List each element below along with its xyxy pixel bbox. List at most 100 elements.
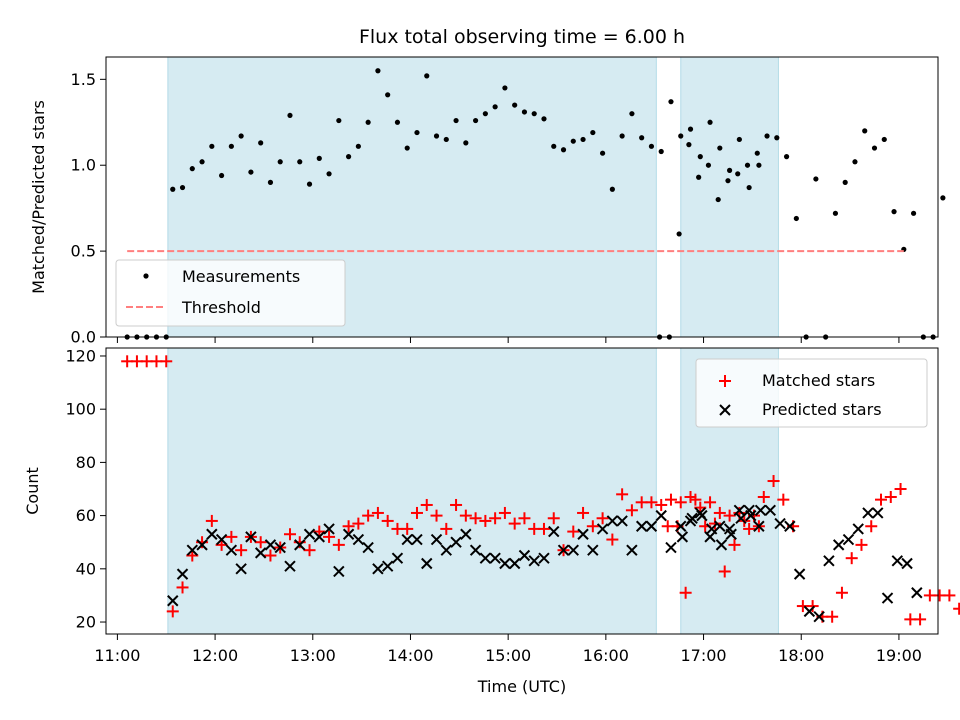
predicted-stars-point (528, 555, 540, 567)
matched-stars-point (708, 517, 721, 530)
measurement-point (170, 186, 176, 192)
predicted-stars-point (745, 509, 757, 522)
matched-stars-point (352, 517, 365, 530)
predicted-stars-point (313, 531, 325, 543)
matched-stars-point (723, 509, 736, 522)
matched-stars-point (855, 538, 868, 551)
measurement-point (707, 119, 713, 125)
measurement-point (717, 145, 723, 151)
top-chart-title: Flux total observing time = 6.00 h (359, 26, 685, 48)
measurement-point (482, 111, 488, 117)
measurement-point (219, 172, 225, 179)
predicted-stars-point (557, 544, 570, 556)
matched-stars-point (586, 520, 599, 533)
bot-y-tick-label: 100 (65, 400, 96, 419)
predicted-stars-point (430, 533, 443, 546)
measurement-point (726, 167, 733, 173)
predicted-stars-point (215, 533, 228, 546)
predicted-stars-point (479, 552, 492, 564)
matched-stars-point (420, 498, 433, 511)
measurement-point (686, 142, 692, 148)
measurement-point (267, 179, 274, 185)
predicted-stars-point (538, 552, 550, 564)
bot-shaded-interval-1 (167, 347, 657, 635)
predicted-stars-point (518, 549, 531, 562)
matched-stars-point (655, 498, 668, 511)
matched-stars-point (225, 530, 238, 543)
matched-stars-point (757, 490, 770, 503)
predicted-stars-point (567, 544, 579, 556)
measurement-point (599, 150, 606, 156)
predicted-stars-point (735, 512, 747, 524)
predicted-stars-point (774, 517, 786, 530)
matched-stars-point (664, 493, 677, 506)
predicted-stars-point (460, 528, 472, 540)
bot-y-tick-label: 40 (76, 559, 96, 578)
predicted-stars-point (813, 610, 825, 623)
measurement-point (910, 210, 917, 216)
measurement-point (813, 176, 819, 182)
bottom-y-axis-label: Count (23, 467, 42, 515)
matched-stars-point (884, 490, 897, 503)
predicted-stars-point (587, 544, 599, 556)
measurement-point (697, 154, 703, 160)
x-tick-label: 17:00 (680, 646, 726, 665)
measurement-point (580, 136, 586, 143)
measurement-point (472, 117, 479, 124)
matched-stars-point (489, 512, 502, 525)
bottom-shaded-intervals (167, 347, 779, 635)
measurement-point (570, 138, 576, 144)
legend-measurements-marker (143, 273, 149, 279)
predicted-stars-point (421, 557, 433, 570)
bottom-y-ticks: 20 40 60 80 100 120 (65, 346, 106, 632)
matched-stars-point (835, 586, 848, 599)
predicted-stars-point (676, 531, 689, 543)
measurement-point (531, 111, 537, 117)
matched-stars-point (953, 602, 960, 615)
measurement-point (179, 184, 186, 191)
measurement-point (238, 133, 244, 139)
predicted-stars-point (753, 520, 765, 532)
measurement-point (764, 133, 770, 139)
legend-predicted-marker (719, 404, 731, 416)
measurement-point (209, 143, 215, 149)
matched-stars-point (264, 549, 277, 562)
top-y-tick-label: 1.5 (71, 70, 96, 89)
matched-stars-point (303, 544, 316, 557)
measurement-point (385, 92, 391, 98)
measurement-point (258, 140, 264, 146)
predicted-stars-point (323, 523, 335, 535)
predicted-stars-point (333, 565, 345, 578)
predicted-stars-point (362, 541, 374, 554)
top-y-tick-label: 0.0 (71, 328, 96, 347)
predicted-stars-point (186, 544, 199, 556)
measurement-point (678, 133, 684, 139)
measurement-point (443, 136, 449, 143)
measurement-point (277, 159, 283, 165)
predicted-stars-point (440, 544, 452, 556)
bot-y-tick-label: 20 (76, 613, 96, 632)
predicted-stars-point (823, 555, 835, 567)
bottom-x-axis-label: Time (UTC) (477, 677, 566, 696)
predicted-stars-point (548, 525, 560, 538)
predicted-stars-point (596, 523, 609, 535)
measurement-point (541, 116, 547, 122)
measurement-point (326, 171, 332, 177)
matched-stars-point (943, 589, 956, 602)
matched-stars-point (704, 496, 717, 509)
legend-measurements-label: Measurements (182, 267, 300, 286)
measurement-point (852, 159, 858, 165)
matched-stars-point (875, 493, 888, 506)
x-tick-label: 18:00 (778, 646, 824, 665)
predicted-stars-point (372, 563, 384, 575)
matched-stars-point (577, 506, 590, 519)
measurement-point (248, 169, 254, 175)
predicted-stars-point (881, 592, 894, 604)
matched-stars-point (596, 512, 609, 525)
x-tick-label: 11:00 (94, 646, 140, 665)
measurement-point (297, 159, 303, 165)
predicted-stars-point (852, 523, 864, 535)
predicted-stars-point (274, 541, 286, 554)
matched-stars-point (332, 538, 345, 551)
predicted-stars-point (489, 552, 501, 564)
